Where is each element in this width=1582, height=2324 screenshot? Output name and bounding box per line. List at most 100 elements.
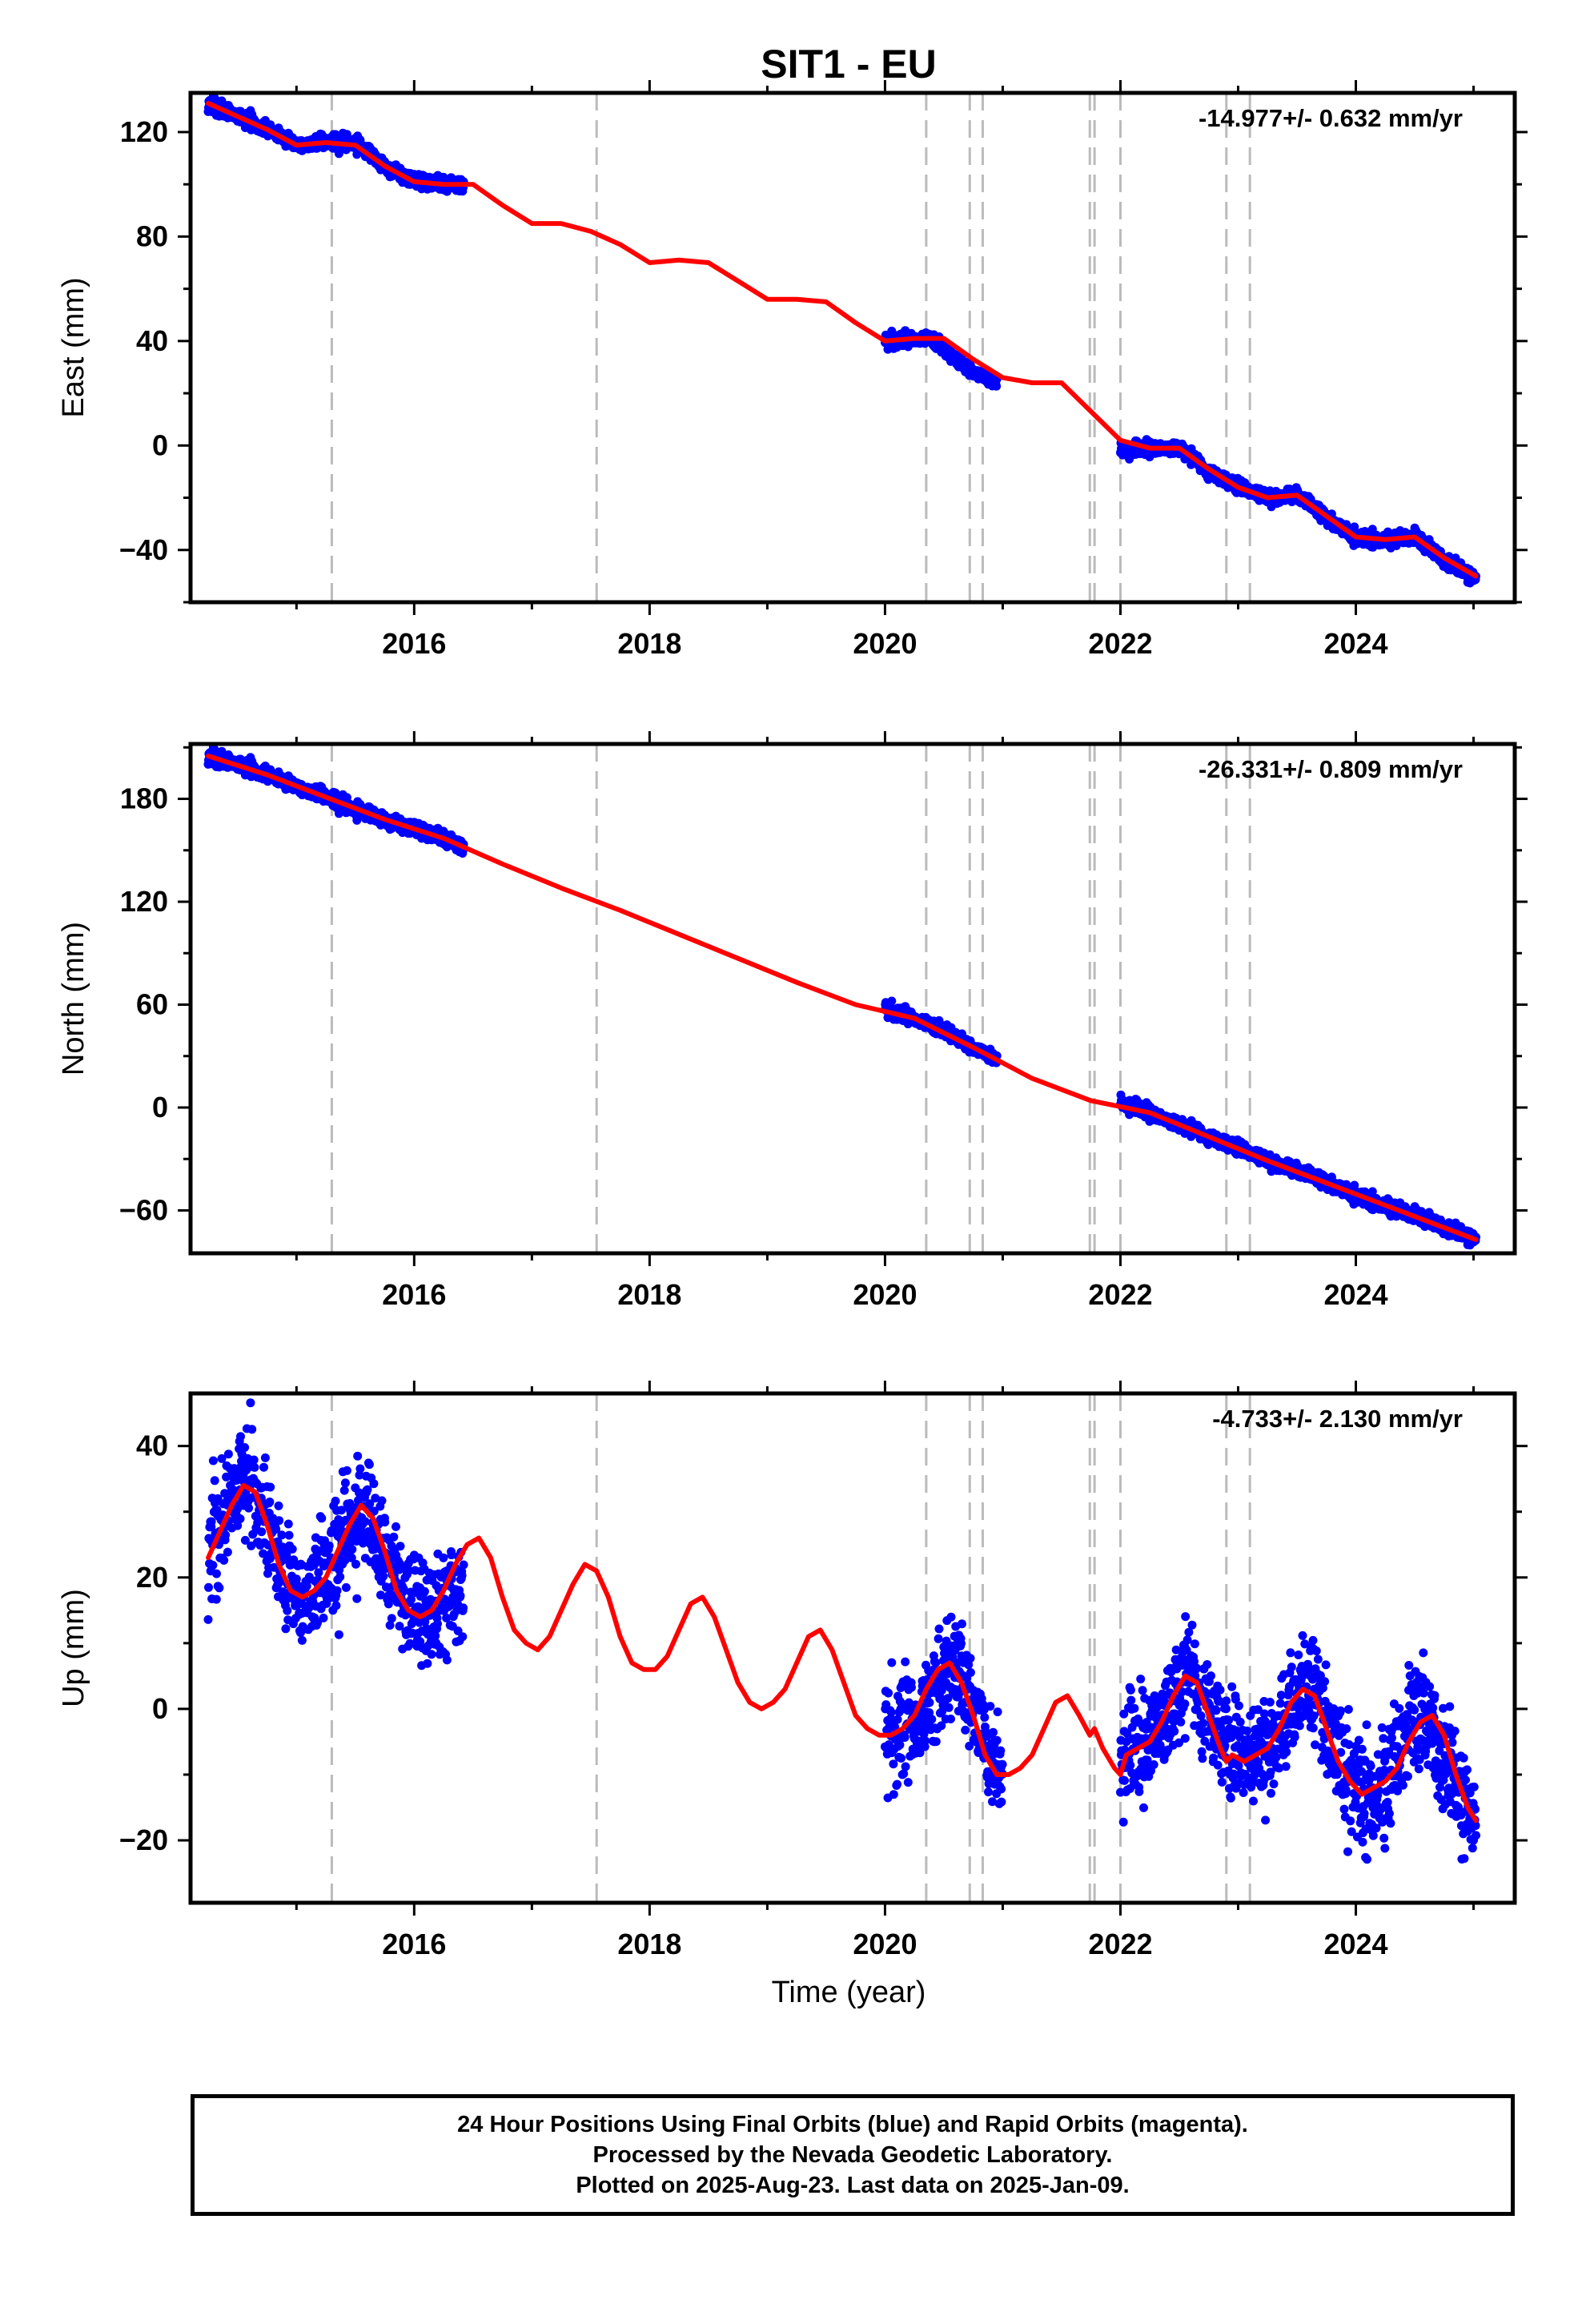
x-tick-label: 2016 — [382, 627, 446, 660]
data-point — [957, 1638, 966, 1648]
data-point — [240, 1535, 250, 1545]
data-point — [360, 1517, 370, 1526]
data-point — [331, 1601, 341, 1610]
data-point — [334, 809, 343, 818]
data-point — [235, 1514, 245, 1523]
x-tick-label: 2018 — [617, 627, 681, 660]
data-point — [271, 1525, 281, 1534]
data-point — [204, 1582, 213, 1592]
data-point — [458, 1632, 468, 1642]
data-point — [944, 1703, 954, 1712]
model-fit-line — [206, 101, 1479, 579]
data-point — [931, 1658, 941, 1667]
data-point — [391, 1522, 400, 1531]
data-point — [456, 1591, 465, 1601]
data-point — [260, 1453, 270, 1462]
data-point — [946, 1612, 956, 1622]
data-point — [281, 1624, 291, 1634]
data-point — [341, 1582, 351, 1592]
data-point — [420, 1586, 429, 1596]
data-point — [247, 1425, 257, 1434]
data-point — [895, 1740, 905, 1750]
y-tick-label: 80 — [136, 219, 168, 252]
data-point — [211, 1594, 221, 1604]
data-point — [283, 1519, 293, 1529]
x-tick-label: 2022 — [1088, 627, 1152, 660]
data-point — [250, 1462, 259, 1472]
data-point — [283, 1606, 292, 1615]
x-tick-label: 2024 — [1323, 1278, 1387, 1311]
data-point — [259, 1549, 268, 1558]
data-point — [223, 1547, 232, 1557]
rate-annotation: -14.977+/- 0.632 mm/yr — [1199, 104, 1463, 132]
data-point — [302, 1582, 311, 1591]
data-point — [886, 1707, 896, 1717]
data-point — [336, 1506, 346, 1515]
data-point — [915, 1748, 925, 1758]
data-point — [369, 1506, 379, 1516]
data-point — [340, 1478, 350, 1488]
data-point — [240, 1443, 250, 1452]
rate-annotation: -26.331+/- 0.809 mm/yr — [1199, 755, 1463, 783]
data-point — [937, 1721, 946, 1731]
y-axis-label: North (mm) — [57, 922, 90, 1076]
observation-points — [203, 93, 1480, 588]
data-point — [332, 1586, 342, 1595]
data-point — [903, 1778, 913, 1787]
data-point — [355, 1470, 364, 1480]
data-point — [313, 1618, 322, 1627]
data-point — [249, 1455, 259, 1465]
data-point — [365, 1499, 375, 1509]
data-point — [212, 1569, 221, 1578]
data-point — [291, 1574, 301, 1584]
data-point — [219, 1555, 229, 1565]
data-point — [433, 1619, 442, 1629]
x-tick-label: 2016 — [382, 1278, 446, 1311]
data-point — [934, 1624, 944, 1634]
data-point — [958, 1619, 966, 1629]
data-point — [459, 1560, 468, 1570]
data-point — [900, 1733, 909, 1742]
data-point — [314, 1568, 323, 1578]
data-point — [334, 1630, 343, 1639]
data-point — [334, 149, 343, 159]
data-point — [236, 1432, 245, 1441]
data-point — [287, 1544, 297, 1554]
data-point — [221, 1530, 231, 1540]
data-point — [385, 1621, 395, 1630]
data-point — [223, 1449, 233, 1459]
data-point — [207, 1517, 216, 1526]
data-point — [363, 1485, 372, 1494]
data-point — [427, 1650, 436, 1659]
data-point — [364, 1460, 374, 1470]
data-point — [925, 1708, 934, 1718]
data-point — [317, 1514, 327, 1523]
data-point — [277, 1530, 287, 1540]
data-point — [907, 1683, 916, 1692]
data-point — [259, 1462, 268, 1472]
data-point — [893, 1715, 902, 1724]
data-point — [217, 1454, 227, 1463]
data-point — [339, 1486, 349, 1495]
data-point — [377, 1496, 387, 1506]
data-point — [431, 1631, 440, 1641]
data-point — [389, 1532, 399, 1542]
y-tick-label: 180 — [120, 782, 168, 815]
data-point — [284, 1530, 294, 1540]
data-point — [347, 1553, 356, 1562]
x-tick-label: 2024 — [1323, 627, 1387, 660]
y-tick-label: 0 — [152, 1091, 168, 1124]
x-tick-label: 2020 — [853, 627, 917, 660]
data-point — [382, 1582, 391, 1592]
data-point — [208, 1456, 218, 1466]
data-point — [889, 1790, 898, 1799]
figure-title: SIT1 - EU — [761, 42, 936, 86]
data-point — [925, 1698, 934, 1707]
data-point — [423, 1659, 432, 1668]
data-point — [901, 1657, 910, 1667]
data-point — [353, 1451, 363, 1461]
y-tick-label: 40 — [136, 324, 168, 357]
x-tick-label: 2020 — [853, 1278, 917, 1311]
data-point — [266, 1482, 275, 1492]
